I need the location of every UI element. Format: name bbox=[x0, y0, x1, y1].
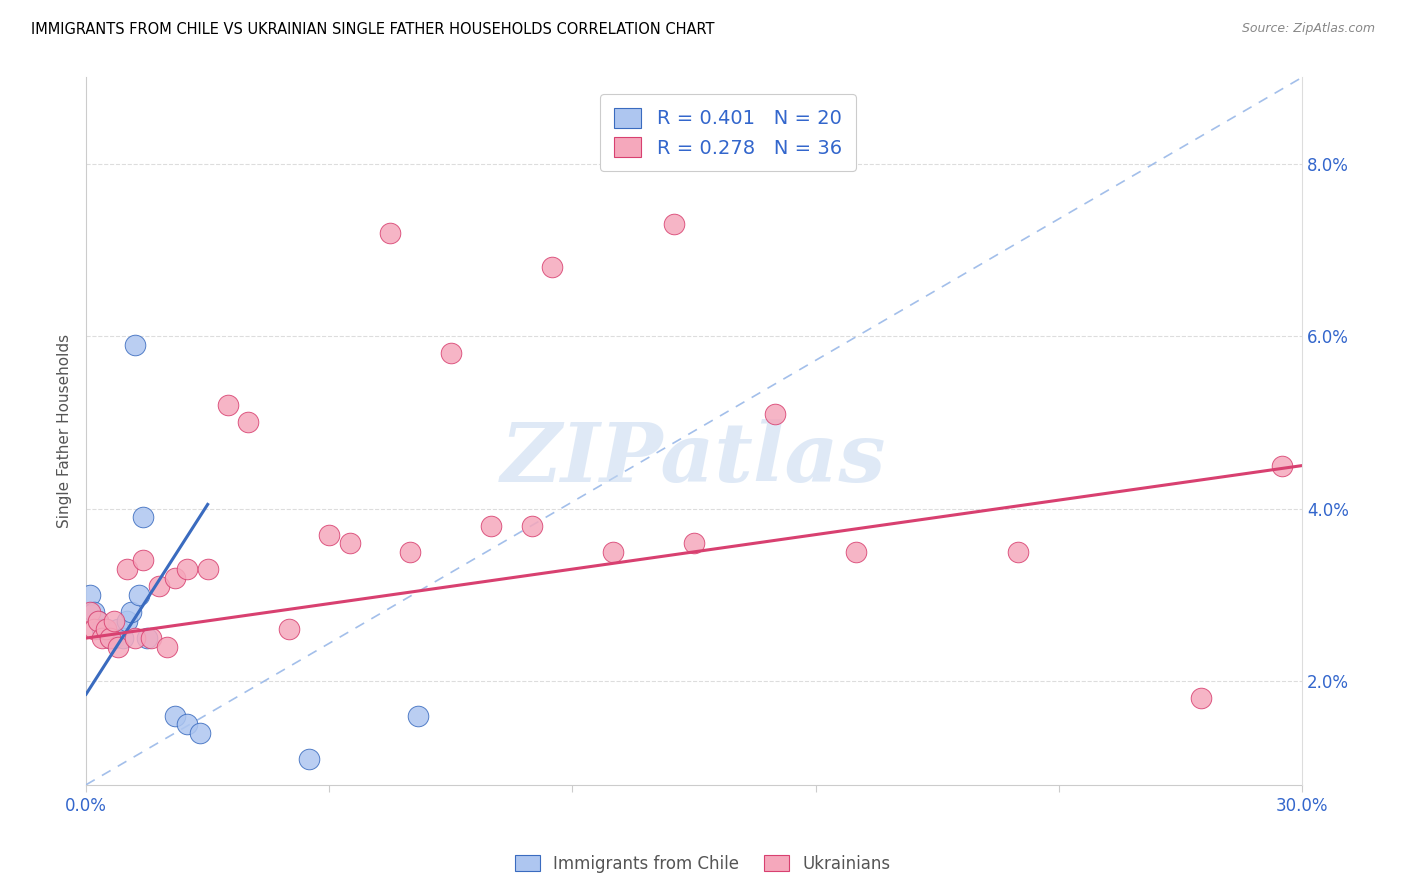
Point bbox=[1007, 545, 1029, 559]
Point bbox=[602, 545, 624, 559]
Point bbox=[132, 553, 155, 567]
Point bbox=[124, 338, 146, 352]
Point bbox=[1189, 691, 1212, 706]
Point bbox=[298, 752, 321, 766]
Legend: Immigrants from Chile, Ukrainians: Immigrants from Chile, Ukrainians bbox=[509, 848, 897, 880]
Point bbox=[520, 519, 543, 533]
Text: ZIPatlas: ZIPatlas bbox=[502, 419, 887, 500]
Point bbox=[399, 545, 422, 559]
Point bbox=[408, 708, 430, 723]
Point bbox=[91, 623, 114, 637]
Point bbox=[124, 631, 146, 645]
Point bbox=[165, 571, 187, 585]
Point bbox=[107, 623, 129, 637]
Point bbox=[135, 631, 157, 645]
Point bbox=[139, 631, 162, 645]
Point bbox=[176, 717, 198, 731]
Point bbox=[103, 614, 125, 628]
Point bbox=[120, 605, 142, 619]
Point bbox=[83, 623, 105, 637]
Point bbox=[87, 614, 110, 628]
Legend: R = 0.401   N = 20, R = 0.278   N = 36: R = 0.401 N = 20, R = 0.278 N = 36 bbox=[600, 95, 855, 171]
Point bbox=[96, 623, 118, 637]
Point bbox=[176, 562, 198, 576]
Point bbox=[115, 562, 138, 576]
Point bbox=[79, 588, 101, 602]
Point bbox=[763, 407, 786, 421]
Point bbox=[683, 536, 706, 550]
Point bbox=[440, 346, 463, 360]
Point bbox=[339, 536, 361, 550]
Point bbox=[115, 614, 138, 628]
Point bbox=[1271, 458, 1294, 473]
Point bbox=[132, 510, 155, 524]
Point bbox=[318, 527, 340, 541]
Point bbox=[107, 640, 129, 654]
Point bbox=[128, 588, 150, 602]
Point bbox=[100, 631, 122, 645]
Point bbox=[238, 416, 260, 430]
Point bbox=[103, 631, 125, 645]
Text: Source: ZipAtlas.com: Source: ZipAtlas.com bbox=[1241, 22, 1375, 36]
Point bbox=[165, 708, 187, 723]
Point bbox=[277, 623, 299, 637]
Point bbox=[156, 640, 179, 654]
Point bbox=[111, 631, 134, 645]
Point bbox=[197, 562, 219, 576]
Point bbox=[217, 398, 239, 412]
Point bbox=[148, 579, 170, 593]
Text: IMMIGRANTS FROM CHILE VS UKRAINIAN SINGLE FATHER HOUSEHOLDS CORRELATION CHART: IMMIGRANTS FROM CHILE VS UKRAINIAN SINGL… bbox=[31, 22, 714, 37]
Point bbox=[541, 260, 564, 275]
Point bbox=[87, 614, 110, 628]
Point bbox=[479, 519, 502, 533]
Point bbox=[188, 726, 211, 740]
Point bbox=[83, 605, 105, 619]
Point bbox=[662, 217, 685, 231]
Point bbox=[79, 605, 101, 619]
Point bbox=[91, 631, 114, 645]
Point bbox=[845, 545, 868, 559]
Point bbox=[96, 623, 118, 637]
Y-axis label: Single Father Households: Single Father Households bbox=[58, 334, 72, 528]
Point bbox=[378, 226, 401, 240]
Point bbox=[100, 631, 122, 645]
